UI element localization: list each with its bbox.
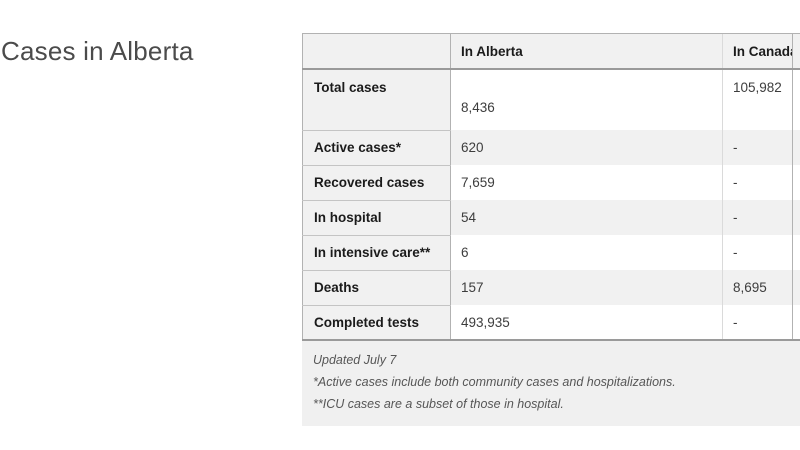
cell-canada-value: - [722,200,793,235]
cases-table: In Alberta In Canada Total cases 8,436 1… [302,33,800,341]
cell-canada-value: 105,982 [722,69,793,130]
header-overflow-cell [792,33,800,70]
row-label: Completed tests [302,304,451,341]
table-row-active-cases: Active cases* 620 - [302,129,800,166]
cell-overflow [792,270,800,305]
cell-alberta-value: 7,659 [450,165,723,200]
footnote-updated-date: Updated July 7 [313,353,397,367]
table-footnotes: Updated July 7 *Active cases include bot… [302,341,800,426]
table-row-deaths: Deaths 157 8,695 [302,269,800,306]
row-label: Recovered cases [302,164,451,201]
cell-alberta-value: 157 [450,270,723,305]
cell-canada-value: - [722,130,793,165]
table-header-row: In Alberta In Canada [302,33,800,70]
cell-overflow [792,69,800,130]
table-row-total-cases: Total cases 8,436 105,982 [302,68,800,131]
header-blank-cell [302,33,451,70]
footnote-icu: **ICU cases are a subset of those in hos… [313,397,564,411]
cell-canada-value: - [722,165,793,200]
cell-canada-value: - [722,305,793,341]
cell-overflow [792,200,800,235]
table-row-in-hospital: In hospital 54 - [302,199,800,236]
row-label: Deaths [302,269,451,306]
table-row-completed-tests: Completed tests 493,935 - [302,304,800,341]
total-cases-alberta-value: 8,436 [461,100,495,115]
cell-alberta-value: 493,935 [450,305,723,341]
cell-overflow [792,165,800,200]
cell-alberta-value: 6 [450,235,723,270]
row-label: Total cases [302,68,451,131]
row-label: In hospital [302,199,451,236]
cell-canada-value: - [722,235,793,270]
page-title: Cases in Alberta [1,36,194,66]
cell-alberta-value: 54 [450,200,723,235]
row-label: In intensive care** [302,234,451,271]
cases-table-container: In Alberta In Canada Total cases 8,436 1… [302,33,800,426]
cell-overflow [792,305,800,341]
table-row-recovered-cases: Recovered cases 7,659 - [302,164,800,201]
footnote-active-cases: *Active cases include both community cas… [313,375,676,389]
cell-alberta-value: 8,436 [450,69,723,130]
row-label: Active cases* [302,129,451,166]
cell-overflow [792,235,800,270]
cell-canada-value: 8,695 [722,270,793,305]
header-in-alberta: In Alberta [450,33,723,70]
cell-alberta-value: 620 [450,130,723,165]
header-in-canada: In Canada [722,33,793,70]
cell-overflow [792,130,800,165]
table-row-intensive-care: In intensive care** 6 - [302,234,800,271]
